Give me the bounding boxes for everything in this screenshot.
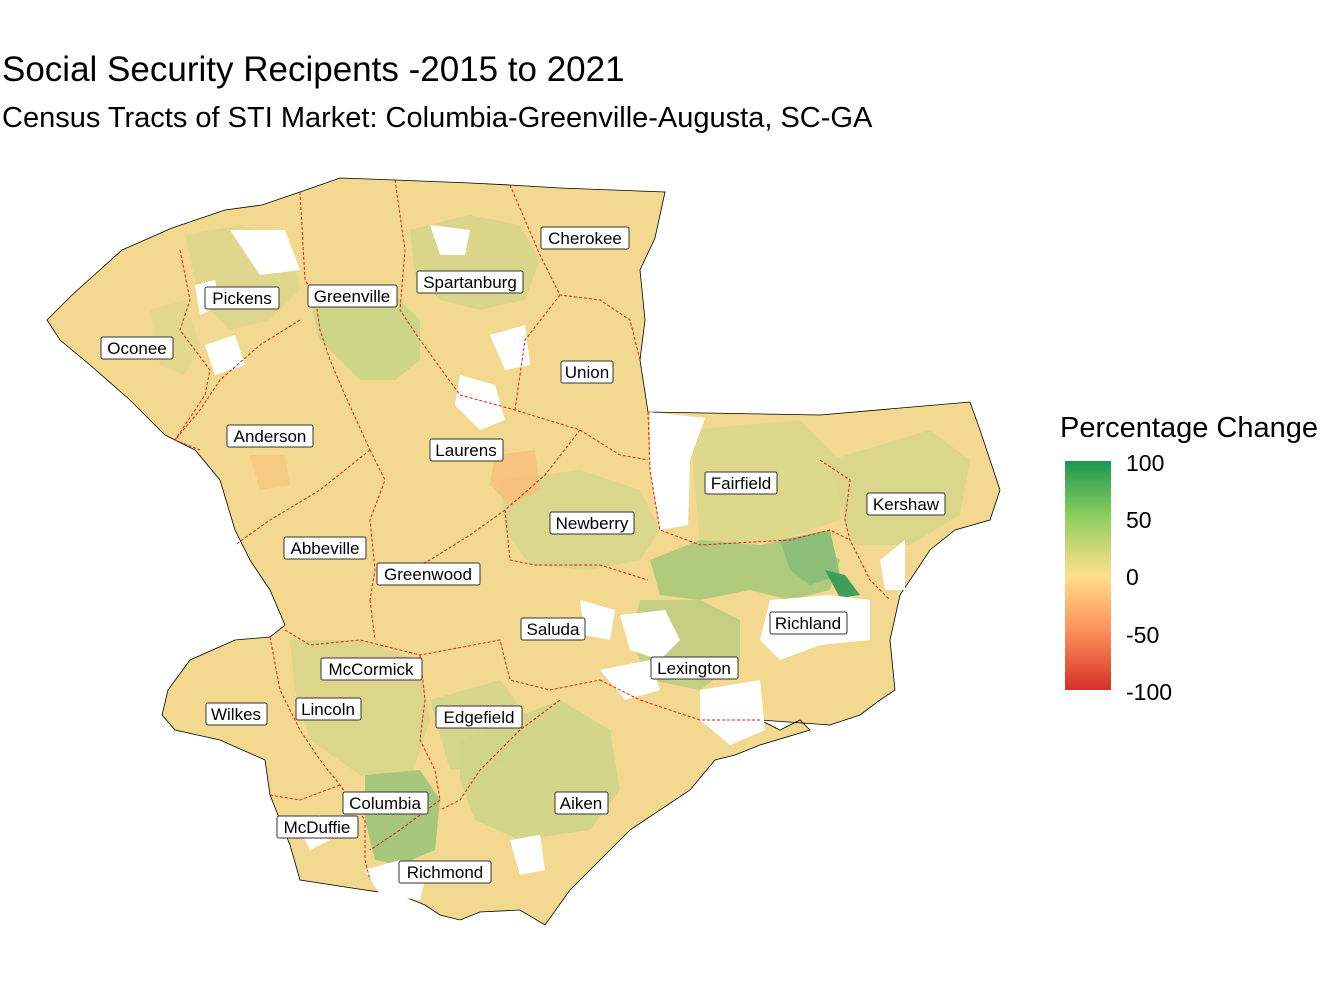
svg-text:Cherokee: Cherokee [548,229,622,248]
county-label-abbeville: Abbeville [283,536,367,560]
svg-text:Lexington: Lexington [657,659,731,678]
county-label-lincoln: Lincoln [295,697,362,721]
svg-text:Edgefield: Edgefield [444,708,515,727]
county-label-union: Union [560,360,614,384]
legend: Percentage Change 100 50 0 -50 -100 [1060,412,1344,705]
map-title: Social Security Recipents -2015 to 2021 [2,50,625,89]
svg-text:Spartanburg: Spartanburg [423,273,517,292]
legend-tick-minus-100: -100 [1126,679,1173,705]
county-label-greenville: Greenville [307,284,398,308]
svg-text:Abbeville: Abbeville [291,539,360,558]
county-label-oconee: Oconee [100,336,174,360]
svg-text:Newberry: Newberry [556,514,629,533]
svg-text:McDuffie: McDuffie [284,818,351,837]
county-label-richland: Richland [769,611,848,635]
county-label-lexington: Lexington [650,656,739,680]
county-label-richmond: Richmond [398,860,492,884]
county-label-pickens: Pickens [204,286,280,310]
svg-text:Oconee: Oconee [107,339,167,358]
map-area: Cherokee Pickens Greenville Spartanburg … [46,177,1001,926]
county-labels: Cherokee Pickens Greenville Spartanburg … [100,226,946,884]
svg-text:Fairfield: Fairfield [711,474,771,493]
county-label-spartanburg: Spartanburg [416,270,524,294]
svg-text:Richland: Richland [775,614,841,633]
tract-cluster-laurens-orange [490,450,540,505]
legend-tick-minus-50: -50 [1126,622,1160,648]
svg-text:Laurens: Laurens [435,441,496,460]
svg-text:Union: Union [565,363,609,382]
county-label-mcduffie: McDuffie [276,815,359,839]
svg-text:Greenwood: Greenwood [384,565,472,584]
county-label-wilkes: Wilkes [205,702,268,726]
county-label-mccormick: McCormick [320,657,423,681]
tract-cluster-richland-strong [825,570,860,598]
tract-cluster-columbia [365,770,440,865]
legend-tick-100: 100 [1126,450,1165,476]
county-label-laurens: Laurens [429,438,504,462]
svg-text:McCormick: McCormick [329,660,414,679]
svg-text:Columbia: Columbia [349,794,421,813]
tract-cluster-richland-core [780,530,840,585]
county-label-greenwood: Greenwood [376,562,481,586]
county-boundaries [174,179,891,881]
county-label-fairfield: Fairfield [704,471,778,495]
svg-text:Kershaw: Kershaw [873,495,940,514]
svg-text:Pickens: Pickens [212,289,272,308]
tract-cluster-kershaw [830,430,970,545]
legend-color-bar [1065,461,1111,690]
tract-cluster-anderson-orange [250,455,290,490]
county-label-kershaw: Kershaw [866,492,946,516]
svg-text:Saluda: Saluda [527,620,580,639]
svg-text:Aiken: Aiken [560,794,603,813]
tract-cluster-greenville [310,290,420,380]
legend-tick-50: 50 [1126,507,1152,533]
map-subtitle: Census Tracts of STI Market: Columbia-Gr… [2,102,873,134]
svg-text:Greenville: Greenville [314,287,391,306]
legend-tick-0: 0 [1126,564,1139,590]
county-label-columbia: Columbia [342,791,429,815]
county-label-cherokee: Cherokee [540,226,630,250]
legend-title: Percentage Change [1060,412,1318,444]
county-label-newberry: Newberry [549,511,635,535]
svg-text:Wilkes: Wilkes [211,705,261,724]
svg-text:Anderson: Anderson [234,427,307,446]
svg-text:Richmond: Richmond [407,863,484,882]
svg-text:Lincoln: Lincoln [301,700,355,719]
county-label-aiken: Aiken [554,791,609,815]
county-label-edgefield: Edgefield [435,705,523,729]
county-label-saluda: Saluda [520,617,586,641]
county-label-anderson: Anderson [226,424,314,448]
